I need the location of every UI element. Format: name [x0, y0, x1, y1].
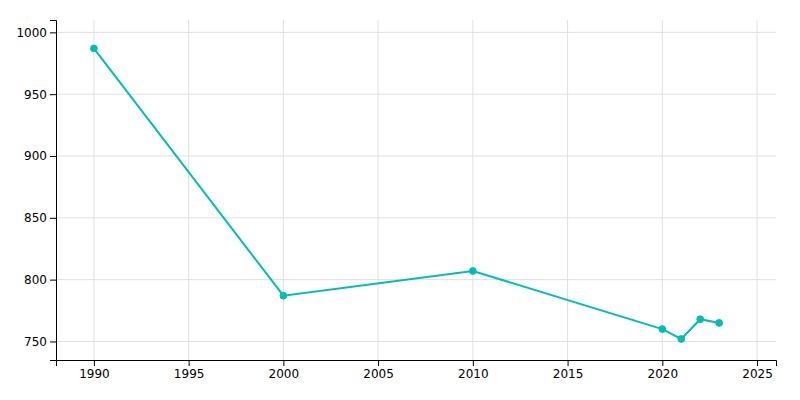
grid-line-x: [378, 20, 379, 360]
x-tick-label: 1990: [79, 367, 110, 381]
y-tick-mark: [50, 94, 56, 95]
x-tick-mark: [757, 360, 758, 366]
y-tick: 750: [24, 335, 56, 349]
grid-line-y: [56, 32, 776, 33]
y-tick: 850: [24, 211, 56, 225]
point: [280, 292, 287, 299]
x-tick-label: 2015: [553, 367, 584, 381]
y-tick-label: 1000: [16, 26, 47, 40]
grid-line-y: [56, 94, 776, 95]
x-tick: 2005: [363, 360, 394, 381]
y-tick-label: 950: [24, 88, 47, 102]
x-tick: 2015: [553, 360, 584, 381]
y-tick-mark: [50, 280, 56, 281]
grid-line-x: [662, 20, 663, 360]
x-tick-mark: [568, 360, 569, 366]
point: [469, 268, 476, 275]
y-tick: 1000: [16, 26, 56, 40]
y-tick: 950: [24, 88, 56, 102]
grid-line-x: [283, 20, 284, 360]
chart-container: 1990 1995 2000 2005 2010 2015 2020 2025 750 800 85…: [0, 0, 800, 400]
y-tick-mark: [50, 341, 56, 342]
y-tick-mark: [50, 218, 56, 219]
grid-line-y: [56, 217, 776, 218]
x-tick-label: 1995: [174, 367, 205, 381]
x-tick: 1990: [79, 360, 110, 381]
y-axis-line: [50, 21, 57, 361]
grid-line-x: [93, 20, 94, 360]
x-axis-line: [57, 361, 777, 367]
x-tick-mark: [283, 360, 284, 366]
x-tick-label: 2005: [363, 367, 394, 381]
point: [697, 316, 704, 323]
x-tick-label: 2010: [458, 367, 489, 381]
line: [94, 48, 719, 339]
grid-line-x: [188, 20, 189, 360]
grid-line-x: [567, 20, 568, 360]
y-tick-label: 750: [24, 335, 47, 349]
grid: [56, 20, 776, 360]
grid-line-y: [56, 156, 776, 157]
x-tick: 2020: [648, 360, 679, 381]
y-tick-mark: [50, 156, 56, 157]
marks: [91, 45, 723, 342]
grid-line-x: [757, 20, 758, 360]
x-tick: 2010: [458, 360, 489, 381]
x-tick-mark: [473, 360, 474, 366]
x-tick: 1995: [174, 360, 205, 381]
x-tick-mark: [662, 360, 663, 366]
grid-line-y: [56, 341, 776, 342]
x-tick-label: 2025: [742, 367, 773, 381]
point: [659, 326, 666, 333]
y-tick-label: 800: [24, 273, 47, 287]
x-tick: 2025: [742, 360, 773, 381]
y-tick: 900: [24, 149, 56, 163]
y-axis: 750 800 850 900 950 1000: [16, 21, 56, 361]
point: [91, 45, 98, 52]
x-tick: 2000: [269, 360, 300, 381]
y-tick: 800: [24, 273, 56, 287]
x-tick-mark: [94, 360, 95, 366]
y-tick-label: 900: [24, 149, 47, 163]
point: [716, 320, 723, 327]
point: [678, 336, 685, 343]
plot: 1990 1995 2000 2005 2010 2015 2020 2025 750 800 85…: [16, 20, 776, 381]
chart-svg: 1990 1995 2000 2005 2010 2015 2020 2025 750 800 85…: [0, 0, 800, 400]
x-tick-label: 2020: [648, 367, 679, 381]
y-tick-mark: [50, 32, 56, 33]
y-tick-label: 850: [24, 211, 47, 225]
x-tick-mark: [378, 360, 379, 366]
grid-line-x: [472, 20, 473, 360]
x-tick-label: 2000: [269, 367, 300, 381]
x-tick-mark: [189, 360, 190, 366]
x-axis: 1990 1995 2000 2005 2010 2015 2020 2025: [57, 360, 777, 381]
